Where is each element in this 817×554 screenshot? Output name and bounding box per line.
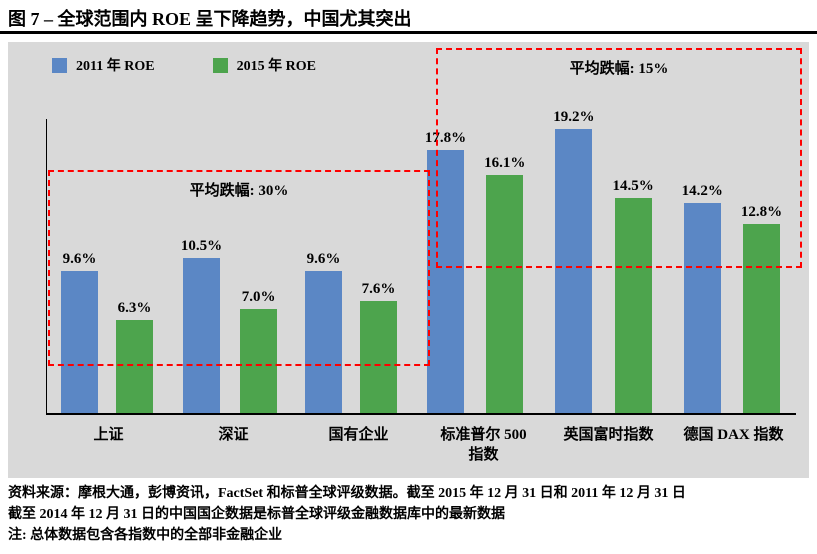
x-axis-label: 上证 xyxy=(93,427,124,443)
annotation-label-average-decline-15: 平均跌幅: 15% xyxy=(569,61,669,77)
legend-swatch-2015 xyxy=(212,57,228,73)
bar-series-0 xyxy=(60,271,98,413)
bar-unit: 10.5% xyxy=(181,238,222,413)
bar-series-0 xyxy=(182,258,220,413)
x-axis-label: 深证 xyxy=(218,427,249,443)
bar-unit: 7.6% xyxy=(359,281,397,413)
bar-series-1 xyxy=(359,301,397,413)
bar-series-1 xyxy=(742,224,780,413)
legend: 2011 年 ROE 2015 年 ROE xyxy=(52,55,316,75)
bar-value-label: 7.6% xyxy=(361,281,396,297)
bar-unit: 6.3% xyxy=(115,300,153,413)
x-axis-label: 国有企业 xyxy=(328,427,389,443)
bar-unit: 12.8% xyxy=(741,204,782,413)
legend-swatch-2011 xyxy=(52,57,67,73)
bar-series-0 xyxy=(426,150,464,413)
bar-value-label: 16.1% xyxy=(484,155,526,171)
legend-label-2015: 2015 年 ROE xyxy=(236,59,316,74)
bar-series-1 xyxy=(240,309,278,413)
bar-unit: 16.1% xyxy=(484,155,525,413)
bar-group: 10.5% 7.0% xyxy=(181,238,278,413)
footnote-source: 资料来源：摩根大通，彭博资讯，FactSet 和标普全球评级数据。截至 2015… xyxy=(8,486,686,501)
bar-unit: 9.6% xyxy=(304,251,342,413)
bar-unit: 14.5% xyxy=(612,178,654,413)
plot-area: 9.6% 6.3% 10.5% 7.0% 9.6% 7.6% 17.8% 16.1% 19.2%… xyxy=(46,109,796,415)
bar-value-label: 7.0% xyxy=(241,289,276,305)
legend-label-2011: 2011 年 ROE xyxy=(76,59,155,74)
bar-series-1 xyxy=(486,175,524,413)
bar-value-label: 9.6% xyxy=(306,251,341,267)
bar-value-label: 14.5% xyxy=(612,178,654,194)
bar-value-label: 9.6% xyxy=(62,251,97,267)
bar-value-label: 19.2% xyxy=(553,109,595,125)
footnote-data-cutoff: 截至 2014 年 12 月 31 日的中国国企数据是标普全球评级金融数据库中的… xyxy=(8,507,505,522)
bar-unit: 9.6% xyxy=(60,251,98,413)
bar-value-label: 12.8% xyxy=(740,204,783,220)
x-axis-labels: 上证 深证 国有企业 标准普尔 500 指数 英国富时指数 德国 DAX 指数 xyxy=(46,425,796,465)
bar-unit: 19.2% xyxy=(553,109,594,413)
bar-value-label: 6.3% xyxy=(117,300,152,316)
footnotes: 资料来源：摩根大通，彭博资讯，FactSet 和标普全球评级数据。截至 2015… xyxy=(8,483,686,546)
bar-value-label: 14.2% xyxy=(681,183,723,199)
bar-unit: 17.8% xyxy=(425,130,466,413)
legend-item-2015: 2015 年 ROE xyxy=(212,55,316,75)
bar-series-0 xyxy=(683,203,721,413)
bar-group: 9.6% 6.3% xyxy=(60,251,153,413)
x-axis-label: 英国富时指数 xyxy=(563,427,654,443)
footnote-note: 注: 总体数据包含各指数中的全部非金融企业 xyxy=(8,528,283,543)
legend-item-2011: 2011 年 ROE xyxy=(52,55,155,75)
chart-panel: 2011 年 ROE 2015 年 ROE 平均跌幅: 30% 平均跌幅: 15… xyxy=(8,42,809,478)
bar-group: 17.8% 16.1% xyxy=(425,130,525,413)
bar-series-0 xyxy=(304,271,342,413)
x-axis-label: 标准普尔 500 指数 xyxy=(440,427,527,463)
bar-group: 9.6% 7.6% xyxy=(304,251,397,413)
bar-group: 14.2% 12.8% xyxy=(682,183,782,413)
figure-title: 图 7 – 全球范围内 ROE 呈下降趋势，中国尤其突出 xyxy=(8,9,412,29)
bar-unit: 7.0% xyxy=(240,289,278,413)
bar-unit: 14.2% xyxy=(682,183,723,413)
bar-series-1 xyxy=(115,320,153,413)
x-axis-label: 德国 DAX 指数 xyxy=(683,427,784,443)
bar-group: 19.2% 14.5% xyxy=(553,109,654,413)
bar-value-label: 10.5% xyxy=(180,238,223,254)
header-divider xyxy=(0,31,817,34)
bar-series-1 xyxy=(614,198,652,413)
bar-series-0 xyxy=(555,129,593,413)
bar-value-label: 17.8% xyxy=(424,130,467,146)
